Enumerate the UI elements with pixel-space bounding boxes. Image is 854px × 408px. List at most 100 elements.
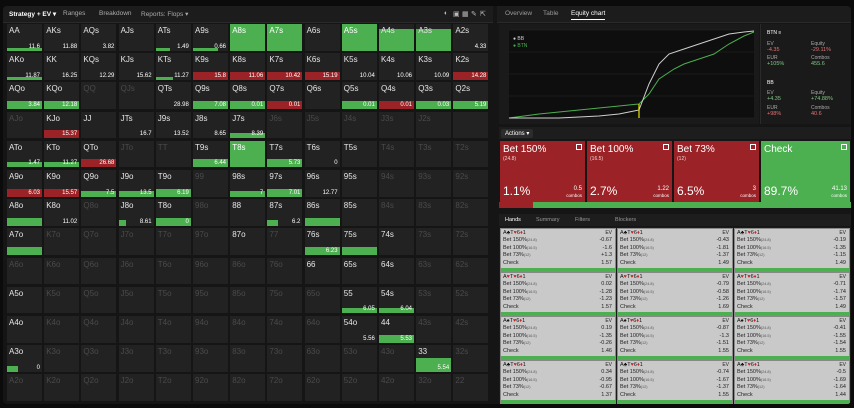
hand-cell[interactable]: K6s 15.19 [303, 52, 341, 81]
hand-cell[interactable]: J8s 8.65 [192, 110, 229, 140]
hand-cell[interactable]: 94s [378, 169, 415, 198]
hand-cell[interactable]: J3s [378, 110, 415, 140]
reports-flops-dropdown[interactable]: Reports: Flops ▾ [141, 10, 188, 18]
hand-cell[interactable]: T2s [452, 139, 490, 169]
copy-icon[interactable] [663, 144, 669, 150]
hand-cell[interactable]: A2s 4.33 [452, 23, 490, 52]
hand-cell[interactable]: 97s 7.01 [266, 169, 304, 198]
hand-cell[interactable]: K3s 10.09 [415, 52, 453, 81]
copy-icon[interactable] [576, 144, 582, 150]
hand-cell[interactable]: T4o [154, 315, 192, 344]
hand-card[interactable]: A♠T♥6♦1 EV Bet 150%(24.8) 0.19 Bet 100%(16.5… [500, 316, 616, 360]
hand-cell[interactable]: T3s [415, 139, 453, 169]
hand-cell[interactable]: K5s 10.04 [340, 52, 378, 81]
hand-cell[interactable]: 93s [415, 169, 453, 198]
hand-cell[interactable]: 55 6.05 [340, 285, 378, 315]
hand-cell[interactable]: Q2s 5.19 [452, 81, 490, 110]
hand-cell[interactable]: J7s 8.39 [229, 110, 267, 140]
copy-icon[interactable] [750, 144, 756, 150]
hand-cell[interactable]: KK 16.25 [43, 52, 81, 81]
hand-cell[interactable]: A5o [6, 285, 43, 315]
hand-cell[interactable]: Q6s [303, 81, 341, 110]
hand-cell[interactable]: J9s 13.52 [154, 110, 192, 140]
hand-cell[interactable]: KTo 11.27 [43, 139, 81, 169]
hand-cell[interactable]: Q2o [80, 373, 118, 402]
hand-cell[interactable]: 74s [378, 227, 415, 256]
hand-cell[interactable]: T7s 5.73 [266, 139, 304, 169]
hand-cell[interactable]: 54s 6.04 [378, 285, 415, 315]
tab-filters[interactable]: Filters [575, 217, 590, 223]
hand-cell[interactable]: T2o [154, 373, 192, 402]
hand-cell[interactable]: A6s [303, 23, 341, 52]
hand-cell[interactable]: T5s [340, 139, 378, 169]
hand-cell[interactable]: 85s [340, 198, 378, 227]
hand-cell[interactable]: 76o [266, 256, 304, 286]
hand-cell[interactable]: JJ [80, 110, 118, 140]
hand-cell[interactable]: A3s [415, 23, 453, 52]
hand-cell[interactable]: A9s 0.66 [192, 23, 229, 52]
hand-cell[interactable]: J9o 13.5 [117, 169, 155, 198]
action-tile[interactable]: Bet 100% (16.5) 2.7% 1.22 combos [586, 140, 673, 203]
hand-cell[interactable]: Q4o [80, 315, 118, 344]
hand-cell[interactable]: Q3s 0.03 [415, 81, 453, 110]
hand-card[interactable]: A♣T♥6♦1 EV Bet 150%(24.8) 0.34 Bet 100%(16.5… [500, 360, 616, 404]
copy-icon[interactable] [841, 144, 847, 150]
hand-cell[interactable]: 98o [192, 198, 229, 227]
hand-cell[interactable]: Q9s 7.08 [192, 81, 229, 110]
hand-cell[interactable]: 75o [266, 285, 304, 315]
hand-cell[interactable]: ATs 1.49 [154, 23, 192, 52]
hand-cell[interactable]: 94o [192, 315, 229, 344]
hand-cell[interactable]: A9o 6.03 [6, 169, 43, 198]
hand-cell[interactable]: 65o [303, 285, 341, 315]
hand-cell[interactable]: 52o [340, 373, 378, 402]
hand-card[interactable]: A♠T♥6♦1 EV Bet 150%(24.8) -0.41 Bet 100%(16.… [734, 316, 850, 360]
tab-summary[interactable]: Summary [536, 217, 560, 223]
layout-icon[interactable]: ▣ [453, 11, 460, 18]
hand-cell[interactable]: T7o [154, 227, 192, 256]
hand-cell[interactable]: K8s 11.06 [229, 52, 267, 81]
hand-cell[interactable]: 82o [229, 373, 267, 402]
hand-cell[interactable]: 84s [378, 198, 415, 227]
hand-cell[interactable]: 86s [303, 198, 341, 227]
hand-cell[interactable]: 64s [378, 256, 415, 286]
hand-cell[interactable]: A3o 0 [6, 344, 43, 373]
hand-cell[interactable]: 22 [452, 373, 490, 402]
hand-cell[interactable]: AQo 3.84 [6, 81, 43, 110]
hand-cell[interactable]: Q6o [80, 256, 118, 286]
hand-cell[interactable]: 99 [192, 169, 229, 198]
hand-card[interactable]: A♣T♥6♦1 EV Bet 150%(24.8) -0.67 Bet 100%(16.… [500, 228, 616, 272]
strategy-ev-dropdown[interactable]: Strategy + EV ▾ [9, 10, 56, 18]
hand-cell[interactable]: 87s 6.2 [266, 198, 304, 227]
hand-cell[interactable]: A8s [229, 23, 267, 52]
hand-cell[interactable]: A7o [6, 227, 43, 256]
hand-cell[interactable]: 97o [192, 227, 229, 256]
hand-cell[interactable]: J6s [266, 110, 304, 140]
actions-dropdown[interactable]: Actions ▾ [501, 129, 534, 138]
hand-cell[interactable]: T9o 6.19 [154, 169, 192, 198]
hand-card[interactable]: A♠T♥6♦1 EV Bet 150%(24.8) -0.87 Bet 100%(16.… [617, 316, 733, 360]
hand-cell[interactable]: 64o [303, 315, 341, 344]
hand-cell[interactable]: 73s [415, 227, 453, 256]
hand-cell[interactable]: 72s [452, 227, 490, 256]
hand-cell[interactable]: 53o [340, 344, 378, 373]
hand-cell[interactable]: Q7s 0.01 [266, 81, 304, 110]
hand-cell[interactable]: 42s [452, 315, 490, 344]
hand-cell[interactable]: 77 [266, 227, 304, 256]
hand-cell[interactable]: Q4s 0.01 [378, 81, 415, 110]
hand-cell[interactable]: Q8o [80, 198, 118, 227]
hand-cell[interactable]: J6o [117, 256, 155, 286]
hand-cell[interactable]: 85o [229, 285, 267, 315]
hand-cell[interactable]: A2o [6, 373, 43, 402]
hand-cell[interactable]: 92s [452, 169, 490, 198]
hand-cell[interactable]: J3o [117, 344, 155, 373]
grid-icon[interactable]: ▦ [462, 11, 469, 18]
action-tile[interactable]: Check 89.7% 41.13 combos [760, 140, 851, 203]
tab-hands[interactable]: Hands [505, 217, 521, 223]
hand-cell[interactable]: K4s 10.06 [378, 52, 415, 81]
hand-cell[interactable]: 84o [229, 315, 267, 344]
hand-cell[interactable]: K2o [43, 373, 81, 402]
pie-icon[interactable]: ◐ [444, 10, 449, 17]
hand-cell[interactable]: 92o [192, 373, 229, 402]
hand-cell[interactable]: 54o 5.56 [340, 315, 378, 344]
hand-cell[interactable]: T3o [154, 344, 192, 373]
